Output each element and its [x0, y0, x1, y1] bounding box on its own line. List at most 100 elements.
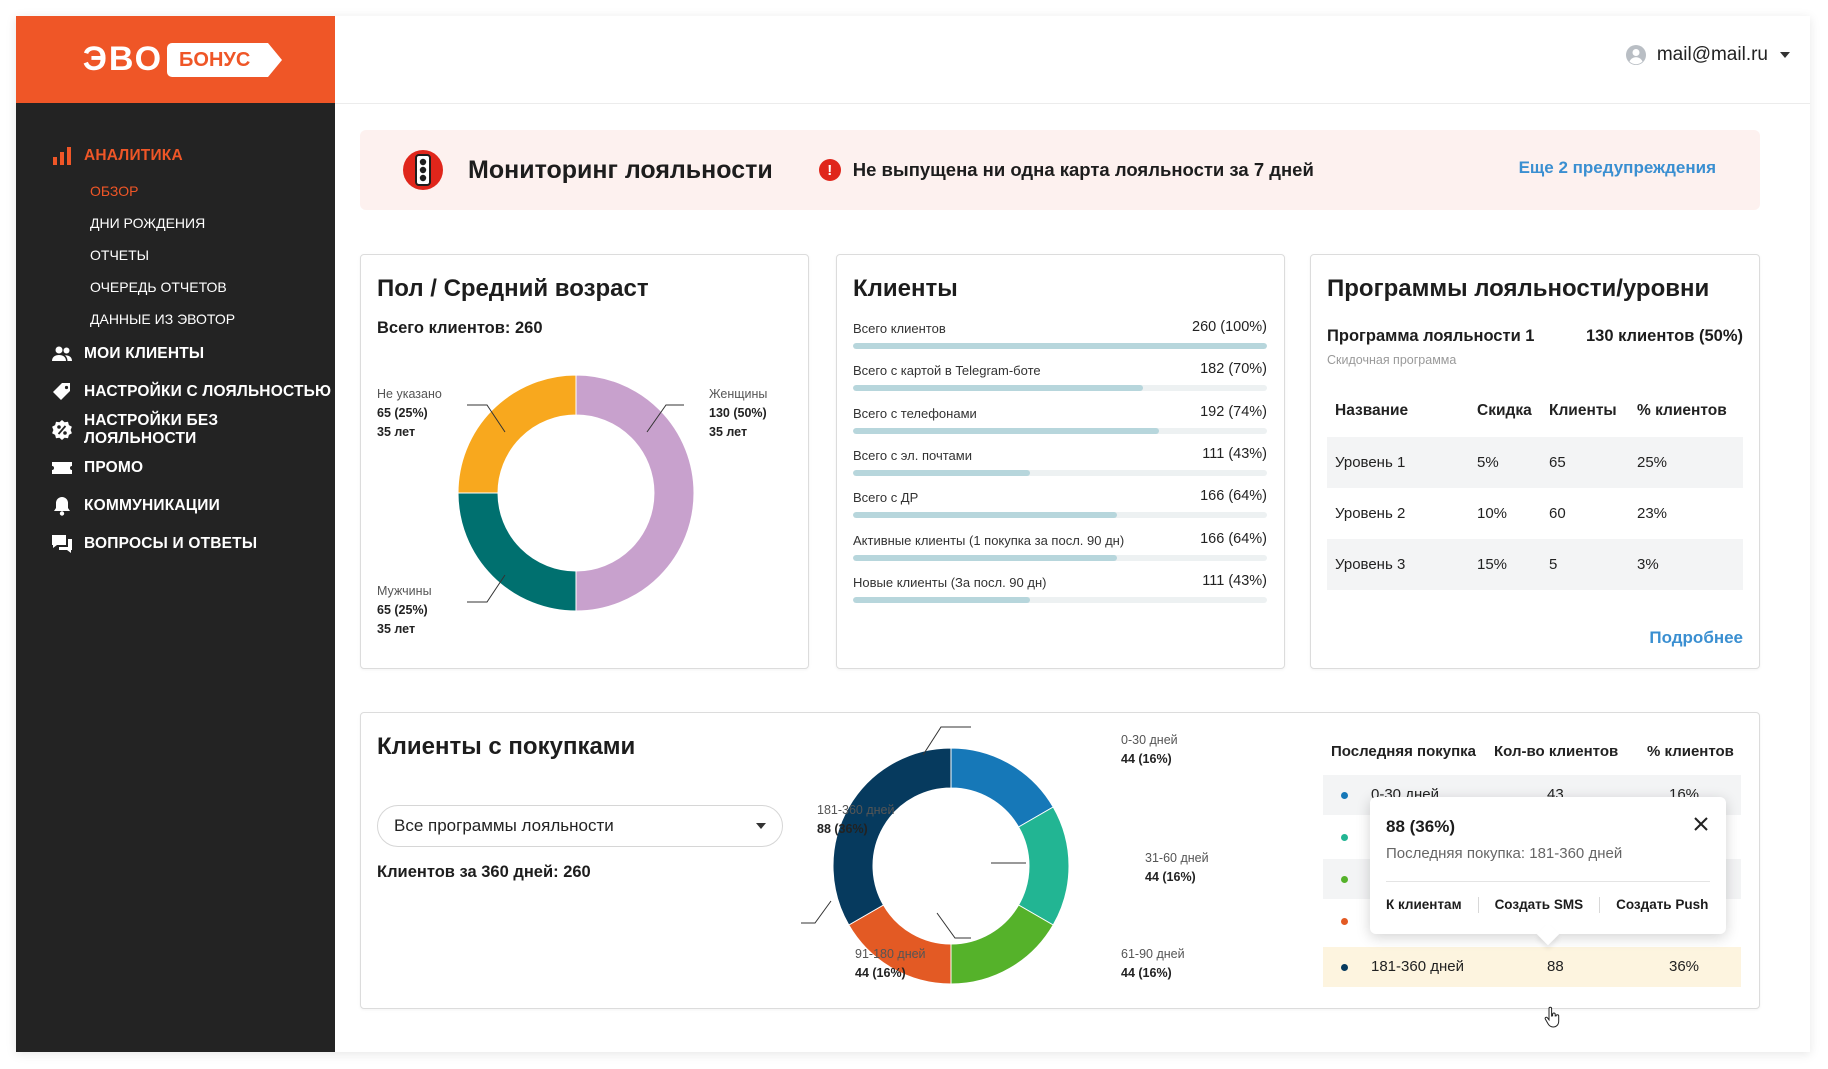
- discount-icon: [50, 418, 74, 442]
- legend-dot: [1341, 834, 1348, 841]
- top-header: mail@mail.ru: [335, 16, 1810, 104]
- table-row[interactable]: Уровень 3 15% 5 3%: [1327, 539, 1743, 590]
- ticket-icon: [50, 456, 74, 480]
- select-value: Все программы лояльности: [394, 816, 614, 835]
- program-type: Скидочная программа: [1327, 353, 1457, 367]
- progress-track: [853, 554, 1267, 561]
- male-label-age: 35 лет: [377, 622, 415, 636]
- sidebar-item-label: ВОПРОСЫ И ОТВЕТЫ: [84, 535, 258, 552]
- table-cell: 88: [1547, 958, 1564, 975]
- client-stat-label: Новые клиенты (За посл. 90 дн): [853, 574, 1047, 590]
- unknown-label-name: Не указано: [377, 387, 442, 401]
- traffic-light-icon: [403, 150, 443, 190]
- sidebar-subitem-reports[interactable]: ОТЧЕТЫ: [90, 247, 150, 263]
- male-label-name: Мужчины: [377, 584, 432, 598]
- sidebar-item-label: ПРОМО: [84, 459, 144, 476]
- sidebar-item-analytics[interactable]: АНАЛИТИКА: [16, 137, 335, 175]
- column-header: Название: [1335, 402, 1409, 419]
- purchase-slice[interactable]: [1017, 806, 1070, 926]
- sidebar-subitem-report-queue[interactable]: ОЧЕРЕДЬ ОТЧЕТОВ: [90, 279, 227, 295]
- column-header: Последняя покупка: [1331, 743, 1476, 760]
- progress-track: [853, 427, 1267, 434]
- column-header: Скидка: [1477, 402, 1532, 419]
- unknown-label-count: 65 (25%): [377, 406, 428, 420]
- loyalty-program-select[interactable]: Все программы лояльности: [377, 805, 783, 847]
- sidebar-subitem-overview[interactable]: ОБЗОР: [90, 183, 139, 199]
- sidebar-subitem-evotor-data[interactable]: ДАННЫЕ ИЗ ЭВОТОР: [90, 311, 236, 327]
- client-stat-label: Всего с телефонами: [853, 405, 977, 421]
- users-icon: [50, 342, 74, 366]
- table-row[interactable]: [1323, 901, 1741, 941]
- create-push-button[interactable]: Создать Push: [1616, 897, 1709, 912]
- tag-icon: [50, 380, 74, 404]
- levels-table: Название Скидка Клиенты % клиентов Урове…: [1327, 385, 1743, 590]
- card-title: Клиенты: [853, 275, 958, 302]
- tooltip-value: 88 (36%): [1386, 817, 1455, 836]
- user-menu[interactable]: mail@mail.ru: [1625, 44, 1790, 66]
- progress-fill: [853, 554, 1118, 561]
- progress-fill: [853, 512, 1118, 519]
- to-clients-button[interactable]: К клиентам: [1386, 897, 1462, 912]
- sidebar-subitem-birthdays[interactable]: ДНИ РОЖДЕНИЯ: [90, 215, 206, 231]
- client-stat-value: 111 (43%): [1202, 572, 1267, 589]
- sidebar: ЭВО БОНУС АНАЛИТИКА ОБЗОР ДНИ РОЖДЕНИЯ О…: [16, 16, 335, 1052]
- table-row[interactable]: Уровень 2 10% 60 23%: [1327, 488, 1743, 539]
- sidebar-item-faq[interactable]: ВОПРОСЫ И ОТВЕТЫ: [16, 525, 335, 563]
- purchase-slice[interactable]: [950, 904, 1054, 985]
- client-stat-value: 111 (43%): [1202, 445, 1267, 462]
- sidebar-item-no-loyalty-settings[interactable]: НАСТРОЙКИ БЕЗ ЛОЯЛЬНОСТИ: [16, 411, 335, 449]
- sidebar-item-promo[interactable]: ПРОМО: [16, 449, 335, 487]
- alert-icon: !: [818, 159, 841, 181]
- client-stat-value: 182 (70%): [1200, 361, 1267, 378]
- gender-age-card: Пол / Средний возраст Всего клиентов: 26…: [360, 254, 809, 669]
- divider: [1386, 881, 1710, 882]
- table-row-selected[interactable]: 181-360 дней 88 36%: [1323, 947, 1741, 987]
- divider: [1599, 897, 1601, 913]
- logo[interactable]: ЭВО БОНУС: [16, 16, 335, 103]
- gender-slice[interactable]: [457, 492, 577, 612]
- purchase-slice[interactable]: [832, 747, 952, 926]
- table-cell: 5: [1541, 539, 1629, 590]
- leader-line: [936, 912, 971, 939]
- create-sms-button[interactable]: Создать SMS: [1494, 897, 1584, 912]
- more-details-link[interactable]: Подробнее: [1649, 628, 1743, 647]
- table-cell: Уровень 3: [1327, 539, 1469, 590]
- progress-fill: [853, 596, 1030, 603]
- client-stat-value: 260 (100%): [1192, 319, 1267, 335]
- total-clients-label: Всего клиентов: 260: [377, 319, 543, 337]
- client-stat-label: Всего с картой в Telegram-боте: [853, 363, 1041, 379]
- client-stat-row: Всего клиентов 260 (100%): [853, 319, 1267, 369]
- sidebar-item-communications[interactable]: КОММУНИКАЦИИ: [16, 487, 335, 525]
- female-label-age: 35 лет: [709, 425, 747, 439]
- client-stat-label: Всего клиентов: [853, 321, 946, 336]
- purchase-slice[interactable]: [950, 747, 1054, 828]
- card-title: Программы лояльности/уровни: [1327, 275, 1710, 302]
- progress-track: [853, 596, 1267, 603]
- tooltip-actions: К клиентам Создать SMS Создать Push: [1386, 897, 1710, 913]
- logo-bonus-tag: БОНУС: [167, 42, 283, 77]
- table-cell: 181-360 дней: [1371, 958, 1464, 975]
- table-row[interactable]: Уровень 1 5% 65 25%: [1327, 437, 1743, 488]
- more-warnings-link[interactable]: Еще 2 предупреждения: [1518, 158, 1716, 177]
- gender-slice[interactable]: [457, 374, 577, 494]
- sidebar-item-label: НАСТРОЙКИ С ЛОЯЛЬНОСТЬЮ: [84, 383, 332, 400]
- progress-track: [853, 343, 1267, 349]
- chevron-down-icon: [1780, 52, 1790, 58]
- chat-icon: [50, 532, 74, 556]
- client-stat-row: Всего с эл. почтами 111 (43%): [853, 445, 1267, 496]
- progress-fill: [853, 469, 1030, 476]
- sidebar-item-label: КОММУНИКАЦИИ: [84, 497, 220, 514]
- table-row[interactable]: [1323, 817, 1741, 857]
- close-icon[interactable]: [1690, 813, 1712, 835]
- sidebar-item-my-clients[interactable]: МОИ КЛИЕНТЫ: [16, 335, 335, 373]
- column-header: % клиентов: [1647, 743, 1734, 760]
- gender-slice[interactable]: [575, 374, 695, 612]
- chart-label-value: 44 (16%): [855, 966, 906, 980]
- sidebar-item-label: НАСТРОЙКИ БЕЗ ЛОЯЛЬНОСТИ: [83, 412, 219, 447]
- legend-dot: [1341, 876, 1348, 883]
- client-stat-value: 166 (64%): [1200, 530, 1267, 547]
- segment-tooltip: 88 (36%) Последняя покупка: 181-360 дней…: [1370, 797, 1726, 934]
- sidebar-item-loyalty-settings[interactable]: НАСТРОЙКИ С ЛОЯЛЬНОСТЬЮ: [16, 373, 335, 411]
- progress-fill: [853, 343, 1267, 349]
- purchase-chart-label: 181-360 дней 88 (36%): [817, 801, 894, 839]
